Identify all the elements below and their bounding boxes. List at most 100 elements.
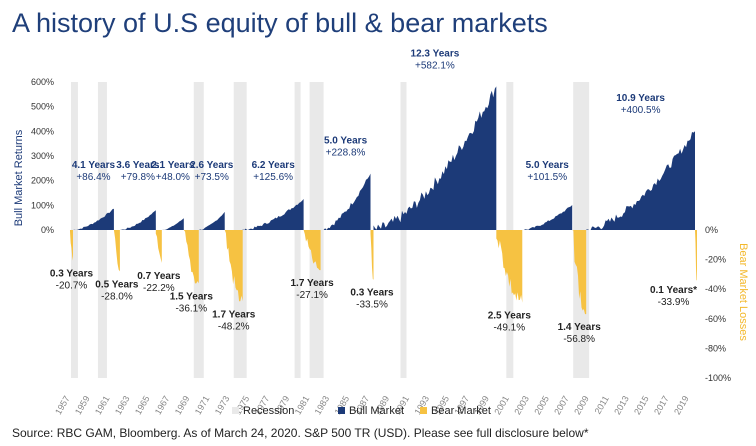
y-left-tick-label: 0% — [41, 225, 54, 235]
bear-market-area — [113, 230, 120, 272]
y-right-tick-label: -80% — [705, 343, 726, 353]
x-tick-label: 1971 — [193, 394, 212, 416]
bear-loss-label: -33.9% — [658, 297, 690, 308]
legend-label: Recession — [243, 405, 294, 417]
bull-market-area — [242, 199, 304, 230]
x-tick-label: 1957 — [53, 394, 72, 416]
bear-loss-label: -56.8% — [563, 334, 595, 345]
bull-market-area — [320, 173, 371, 230]
y-left-tick-label: 200% — [31, 176, 54, 186]
x-tick-label: 2019 — [672, 394, 691, 416]
bull-return-label: +582.1% — [415, 60, 455, 71]
bear-years-label: 0.3 Years — [350, 288, 394, 299]
bull-market-area — [198, 211, 225, 230]
bull-return-label: +73.5% — [195, 172, 229, 183]
x-tick-label: 1959 — [73, 394, 92, 416]
bull-years-label: 2.1 Years — [151, 160, 195, 171]
y-right-axis-title: Bear Market Losses — [737, 243, 749, 341]
y-left-tick-label: 600% — [31, 77, 54, 87]
x-tick-label: 1983 — [313, 394, 332, 416]
x-tick-label: 2005 — [532, 394, 551, 416]
x-tick-label: 2009 — [572, 394, 591, 416]
y-right-tick-label: -100% — [705, 373, 731, 383]
y-left-tick-label: 100% — [31, 200, 54, 210]
bull-return-label: +228.8% — [326, 148, 366, 159]
bear-years-label: 0.1 Years* — [650, 285, 697, 296]
bear-years-label: 0.3 Years — [50, 269, 94, 280]
x-tick-label: 2007 — [552, 394, 571, 416]
bull-years-label: 10.9 Years — [616, 93, 665, 104]
legend-swatch — [420, 407, 427, 414]
bear-loss-label: -27.1% — [296, 290, 328, 301]
bear-loss-label: -28.0% — [101, 291, 133, 302]
bear-years-label: 1.4 Years — [558, 322, 602, 333]
y-right-tick-label: -60% — [705, 314, 726, 324]
x-tick-label: 1967 — [153, 394, 172, 416]
x-tick-label: 1969 — [173, 394, 192, 416]
bull-return-label: +125.6% — [253, 172, 293, 183]
bull-market-area — [586, 131, 696, 230]
bear-market-area — [69, 230, 73, 261]
bear-market-area — [572, 230, 587, 315]
x-tick-label: 1963 — [113, 394, 132, 416]
source-note: Source: RBC GAM, Bloomberg. As of March … — [12, 426, 589, 440]
x-tick-label: 2017 — [652, 394, 671, 416]
bull-years-label: 3.6 Years — [116, 160, 160, 171]
bear-years-label: 2.5 Years — [488, 311, 532, 322]
bear-loss-label: -36.1% — [175, 303, 207, 314]
y-right-tick-label: -40% — [705, 284, 726, 294]
bear-loss-label: -20.7% — [56, 281, 88, 292]
bear-market-area — [303, 230, 321, 271]
x-tick-label: 2015 — [632, 394, 651, 416]
bear-years-label: 0.5 Years — [95, 279, 139, 290]
bear-years-label: 1.7 Years — [212, 309, 256, 320]
y-right-tick-label: 0% — [705, 225, 718, 235]
bull-years-label: 6.2 Years — [252, 160, 296, 171]
bull-years-label: 5.0 Years — [324, 136, 368, 147]
bull-bear-chart: 0% 100% 200% 300% 400% 500% 600% 0% -20% -40% -60%… — [13, 48, 749, 417]
x-tick-label: 1973 — [213, 394, 232, 416]
legend-swatch — [232, 407, 239, 414]
bull-market-area — [373, 86, 497, 231]
bear-years-label: 0.7 Years — [137, 271, 181, 282]
x-tick-label: 1965 — [133, 394, 152, 416]
x-tick-label: 2001 — [492, 394, 511, 416]
y-left-tick-label: 400% — [31, 126, 54, 136]
bull-market-area — [522, 205, 573, 230]
bull-years-label: 2.6 Years — [190, 160, 234, 171]
bear-market-area — [155, 230, 162, 263]
y-left-tick-label: 500% — [31, 102, 54, 112]
bear-years-label: 1.7 Years — [291, 278, 335, 289]
bull-return-label: +48.0% — [156, 172, 190, 183]
bear-loss-label: -48.2% — [218, 321, 250, 332]
y-left-tick-label: 300% — [31, 151, 54, 161]
legend-label: Bull Market — [349, 405, 404, 417]
bear-loss-label: -33.5% — [356, 300, 388, 311]
bear-market-area — [496, 230, 523, 303]
chart-title: A history of U.S equity of bull & bear m… — [12, 8, 548, 38]
y-right-tick-label: -20% — [705, 255, 726, 265]
bear-market-area — [695, 230, 698, 281]
bull-return-label: +400.5% — [621, 105, 661, 116]
bear-years-label: 1.5 Years — [170, 291, 214, 302]
bear-loss-label: -49.1% — [493, 323, 525, 334]
bear-market-area — [370, 230, 374, 280]
bear-market-area — [183, 230, 199, 284]
bull-market-area — [72, 208, 114, 230]
x-tick-label: 2011 — [593, 394, 611, 416]
x-tick-label: 1961 — [93, 394, 112, 416]
bull-years-label: 5.0 Years — [526, 160, 570, 171]
bear-market-area — [224, 230, 243, 302]
bull-market-area — [119, 210, 156, 230]
bull-years-label: 12.3 Years — [411, 48, 460, 59]
bull-years-label: 4.1 Years — [72, 160, 116, 171]
x-tick-label: 1981 — [293, 394, 312, 416]
bull-market-area — [161, 218, 184, 230]
bull-return-label: +101.5% — [527, 172, 567, 183]
bear-loss-label: -22.2% — [143, 283, 175, 294]
legend-label: Bear Market — [431, 405, 491, 417]
bull-return-label: +86.4% — [76, 172, 110, 183]
bull-return-label: +79.8% — [121, 172, 155, 183]
x-tick-label: 2003 — [512, 394, 531, 416]
y-left-axis-title: Bull Market Returns — [13, 129, 25, 226]
